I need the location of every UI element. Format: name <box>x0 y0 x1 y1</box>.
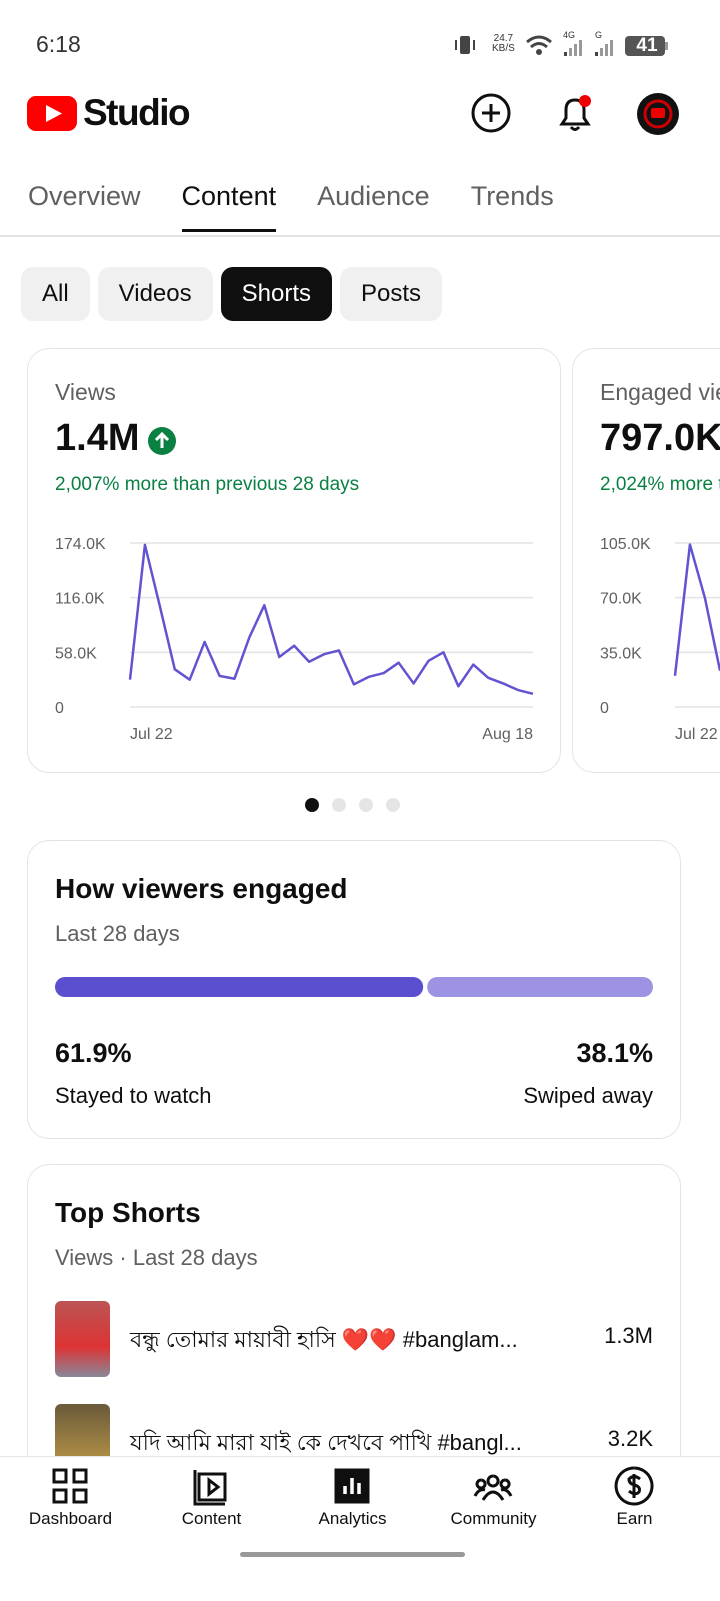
metric-change: 2,024% more than previous 28 days <box>600 474 720 495</box>
logo <box>27 96 77 131</box>
nav-icon-shape <box>614 1466 654 1506</box>
short-views: 3.2K <box>607 1426 653 1451</box>
y-tick-label: 35.0K <box>600 645 642 662</box>
app-title: Studio <box>83 92 191 133</box>
line-chart: 0 58.0K 116.0K 174.0K Jul 22 Aug 18 <box>55 536 534 743</box>
notifications-button[interactable] <box>554 92 596 134</box>
metric-value: 797.0K <box>600 417 720 459</box>
series-line <box>128 543 534 696</box>
filter-chip[interactable]: Shorts <box>220 267 332 321</box>
engagement-segment <box>427 977 653 997</box>
carousel: Views 1.4M 2,007% more than previous 28 da… <box>0 340 720 780</box>
x-tick-label: Jul 22 <box>130 726 173 743</box>
y-tick-label: 174.0K <box>55 536 106 553</box>
nav-icon-shape <box>52 1468 88 1504</box>
y-tick-label: 58.0K <box>55 645 97 662</box>
y-tick-label: 105.0K <box>600 536 651 553</box>
top-shorts-subtitle: Views · Last 28 days <box>55 1245 258 1270</box>
nav-icon[interactable] <box>330 1464 374 1508</box>
y-tick-label: 0 <box>55 700 64 717</box>
top-shorts-card: Top Shorts Views · Last 28 days বন্ধু তো… <box>27 1164 681 1506</box>
short-views: 1.3M <box>604 1323 653 1348</box>
battery: 41 <box>636 35 658 56</box>
avatar[interactable] <box>636 92 680 136</box>
tab[interactable]: Overview <box>28 181 141 211</box>
metric-change: 2,007% more than previous 28 days <box>55 474 360 495</box>
x-tick-label: Aug 18 <box>482 726 533 743</box>
icon-arrow <box>154 431 170 448</box>
engagement-subtitle: Last 28 days <box>55 921 180 946</box>
pager-dot[interactable] <box>305 798 319 812</box>
status-time: 6:18 <box>36 31 81 57</box>
metric-card: Views 1.4M 2,007% more than previous 28 da… <box>27 348 561 773</box>
metric-value: 1.4M <box>55 417 140 459</box>
pager <box>305 798 413 812</box>
top-shorts-title: Top Shorts <box>55 1197 201 1228</box>
metric-card: Engaged views 797.0K 2,024% more than prev… <box>572 348 720 773</box>
metric-label: Engaged views <box>600 379 720 405</box>
engagement-bar <box>55 977 653 997</box>
tab[interactable]: Content <box>181 181 276 232</box>
short-title[interactable]: বন্ধু তোমার মায়াবী হাসি ❤️❤️ #banglam..… <box>130 1327 518 1352</box>
pager-dot[interactable] <box>386 798 400 812</box>
create-button[interactable] <box>470 92 512 134</box>
nav-label[interactable]: Community <box>450 1509 537 1528</box>
filter-chip[interactable]: Videos <box>97 267 213 321</box>
net-speed: 24.7 KB/S <box>492 34 515 54</box>
filter-chip[interactable]: All <box>21 267 90 321</box>
network2: G <box>595 30 603 40</box>
engagement-segment <box>55 977 424 997</box>
x-tick-label: Jul 22 <box>675 726 718 743</box>
speed-unit: KB/S <box>492 43 515 54</box>
speed: 24.7 <box>493 33 514 44</box>
filter-chip[interactable]: Posts <box>340 267 443 321</box>
home-indicator <box>240 1552 465 1557</box>
filters: All Videos Shorts Posts <box>21 267 450 321</box>
tabs: Overview Content Audience Trends <box>28 181 595 232</box>
swiped-label: Swiped away <box>523 1083 653 1108</box>
nav-icon[interactable] <box>471 1464 515 1508</box>
swiped-value: 38.1% <box>576 1038 653 1068</box>
nav-icon[interactable] <box>48 1464 92 1508</box>
nav-icon-bars <box>343 1478 361 1494</box>
tabs-divider <box>0 235 720 237</box>
engagement-card: How viewers engaged Last 28 days 61.9% S… <box>27 840 681 1139</box>
series-line <box>673 543 720 676</box>
nav-label[interactable]: Dashboard <box>28 1509 113 1528</box>
short-title[interactable]: যদি আমি মারা যাই কে দেখবে পাখি #bangl... <box>130 1430 522 1455</box>
y-tick-label: 0 <box>600 700 609 717</box>
nav-icon-shape <box>193 1470 227 1506</box>
metric-label: Views <box>55 379 116 405</box>
nav-label[interactable]: Content <box>181 1509 242 1528</box>
pager-dot[interactable] <box>359 798 373 812</box>
status-icons <box>455 35 668 56</box>
nav-icon[interactable] <box>189 1464 233 1508</box>
y-tick-label: 116.0K <box>55 591 105 608</box>
trend-up-icon <box>148 427 176 455</box>
tab[interactable]: Audience <box>317 181 430 211</box>
thumbnail[interactable] <box>55 1301 110 1377</box>
nav-label[interactable]: Analytics <box>318 1509 387 1528</box>
pager-dot[interactable] <box>332 798 346 812</box>
stayed-value: 61.9% <box>55 1038 132 1068</box>
engagement-title: How viewers engaged <box>55 873 348 904</box>
nav-icon-shape <box>473 1474 513 1501</box>
y-tick-label: 70.0K <box>600 591 642 608</box>
nav-icon[interactable] <box>612 1464 656 1508</box>
network: 4G <box>563 30 576 40</box>
stayed-label: Stayed to watch <box>55 1083 212 1108</box>
tab[interactable]: Trends <box>470 181 554 211</box>
nav-label[interactable]: Earn <box>616 1509 653 1528</box>
